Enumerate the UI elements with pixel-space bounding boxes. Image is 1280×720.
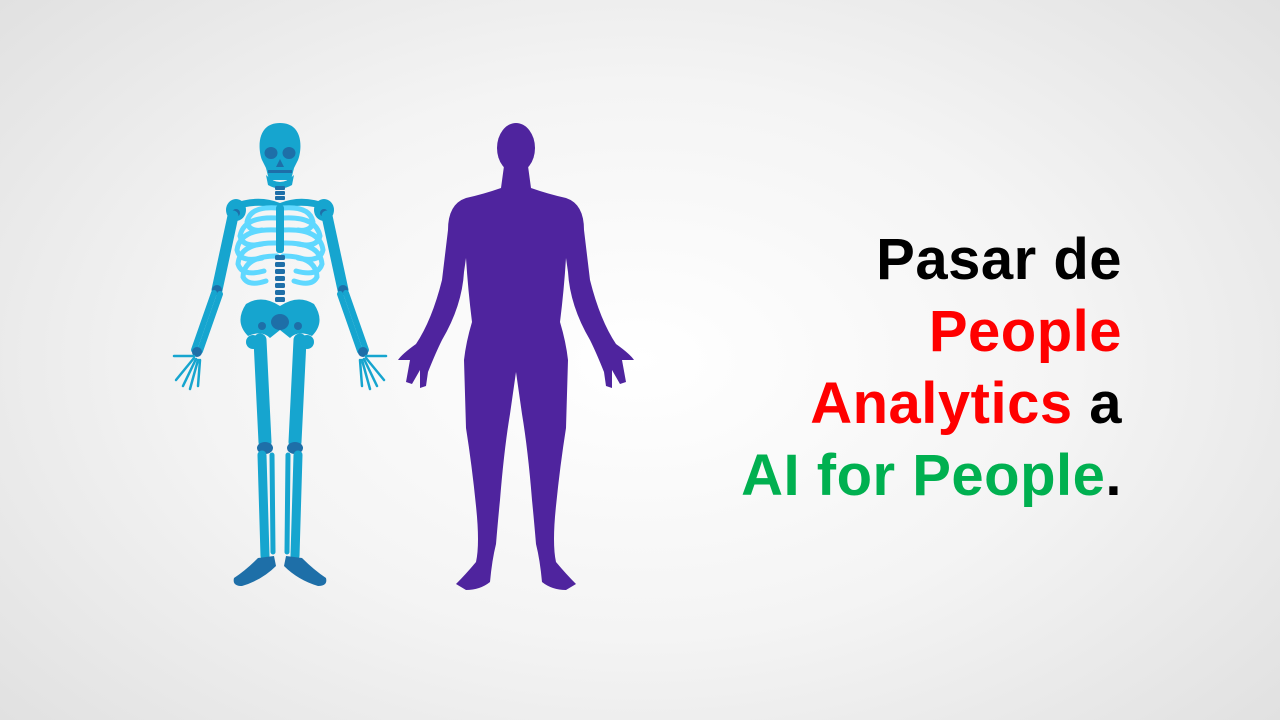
- spine: [275, 255, 285, 302]
- foot-bones: [233, 556, 327, 586]
- arms: [191, 210, 369, 357]
- skeleton-illustration: [172, 123, 388, 586]
- headline-text-period: .: [1105, 443, 1122, 508]
- headline: Pasar de People Analytics a AI for Peopl…: [562, 224, 1122, 512]
- headline-line-4: AI for People.: [562, 440, 1122, 512]
- headline-line-1: Pasar de: [562, 224, 1122, 296]
- pelvis: [240, 299, 320, 338]
- rib-cage: [234, 205, 326, 286]
- human-silhouette-illustration: [398, 123, 634, 590]
- hand-bones: [172, 354, 388, 391]
- headline-text-ai-for-people: AI for People: [741, 443, 1106, 508]
- headline-text-people: People: [928, 299, 1122, 364]
- skull-icon: [259, 123, 301, 189]
- neck-vertebrae: [275, 186, 285, 200]
- legs: [246, 333, 314, 561]
- headline-text-analytics: Analytics: [810, 371, 1073, 436]
- headline-line-3: Analytics a: [562, 368, 1122, 440]
- headline-text-pasar-de: Pasar de: [876, 227, 1122, 292]
- headline-text-a: a: [1072, 371, 1122, 436]
- headline-line-2: People: [562, 296, 1122, 368]
